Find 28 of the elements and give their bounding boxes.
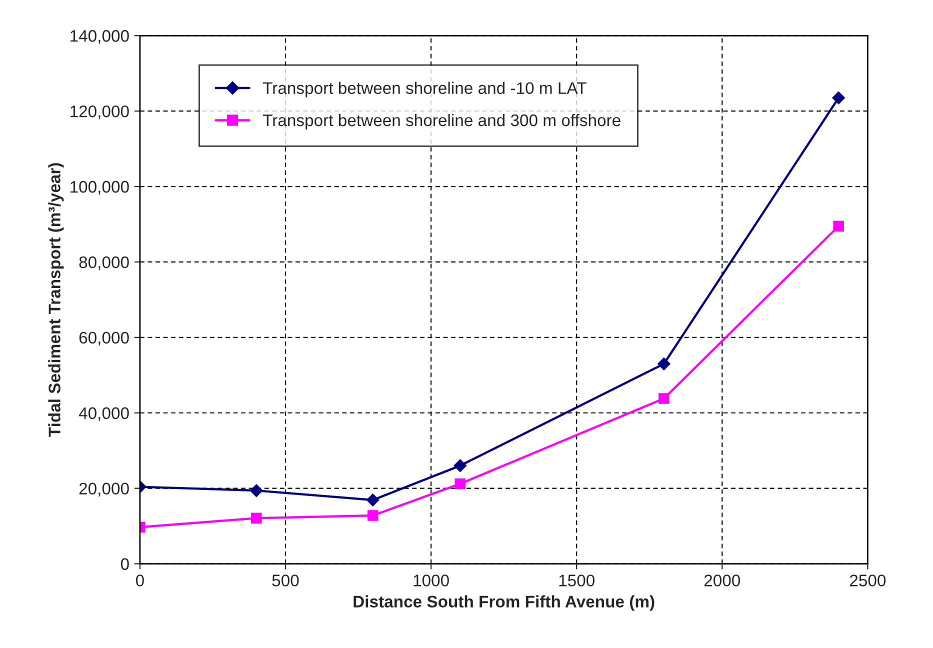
point <box>251 512 262 524</box>
x-tick-label: 500 <box>272 574 299 586</box>
point <box>658 357 670 370</box>
y-tick-label: 40,000 <box>78 407 129 422</box>
point <box>832 91 845 104</box>
x-tick-label: 0 <box>136 574 144 586</box>
legend-label: Transport between shoreline and 300 m offshore <box>262 114 620 130</box>
point <box>833 220 844 232</box>
y-tick-label: 0 <box>120 558 129 570</box>
point <box>658 393 670 404</box>
x-tick-label: 2000 <box>704 574 740 586</box>
x-tick-label: 2500 <box>850 574 886 586</box>
y-tick-label: 140,000 <box>70 30 129 44</box>
x-tick-label: 1500 <box>559 574 594 586</box>
x-axis-title: Distance South From Fifth Avenue (m) <box>354 595 654 611</box>
point <box>454 459 467 472</box>
point <box>366 494 380 506</box>
y-tick-label: 20,000 <box>79 482 129 496</box>
y-tick-label: 60,000 <box>79 332 129 346</box>
point <box>454 478 466 490</box>
x-tick-label: 1000 <box>414 574 449 586</box>
y-tick-label: 100,000 <box>70 180 129 195</box>
legend-label: Transport between shoreline and -10 m LAT <box>262 82 586 98</box>
point <box>367 510 378 521</box>
point <box>250 484 263 497</box>
y-tick-label: 80,000 <box>79 256 129 270</box>
y-tick-label: 120,000 <box>70 105 129 120</box>
y-axis-title: Tidal Sediment Transport (m³/year) <box>48 163 64 437</box>
